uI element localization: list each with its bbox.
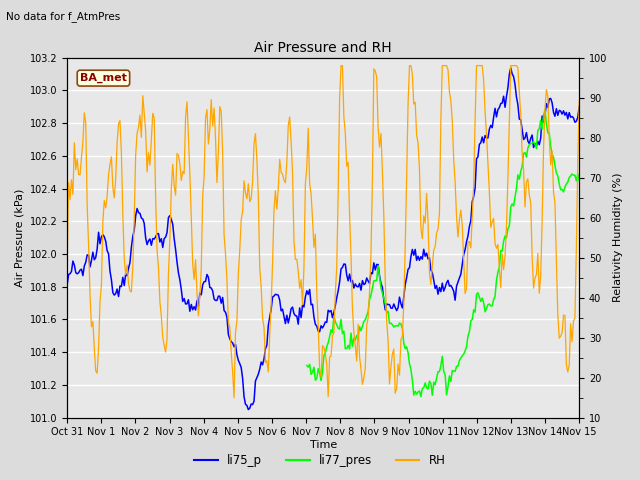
X-axis label: Time: Time — [310, 440, 337, 450]
Text: No data for f_AtmPres: No data for f_AtmPres — [6, 11, 121, 22]
Text: BA_met: BA_met — [80, 73, 127, 83]
Title: Air Pressure and RH: Air Pressure and RH — [254, 41, 392, 55]
Y-axis label: Relativity Humidity (%): Relativity Humidity (%) — [613, 173, 623, 302]
Y-axis label: Air Pressure (kPa): Air Pressure (kPa) — [14, 189, 24, 287]
Legend: li75_p, li77_pres, RH: li75_p, li77_pres, RH — [189, 449, 451, 472]
